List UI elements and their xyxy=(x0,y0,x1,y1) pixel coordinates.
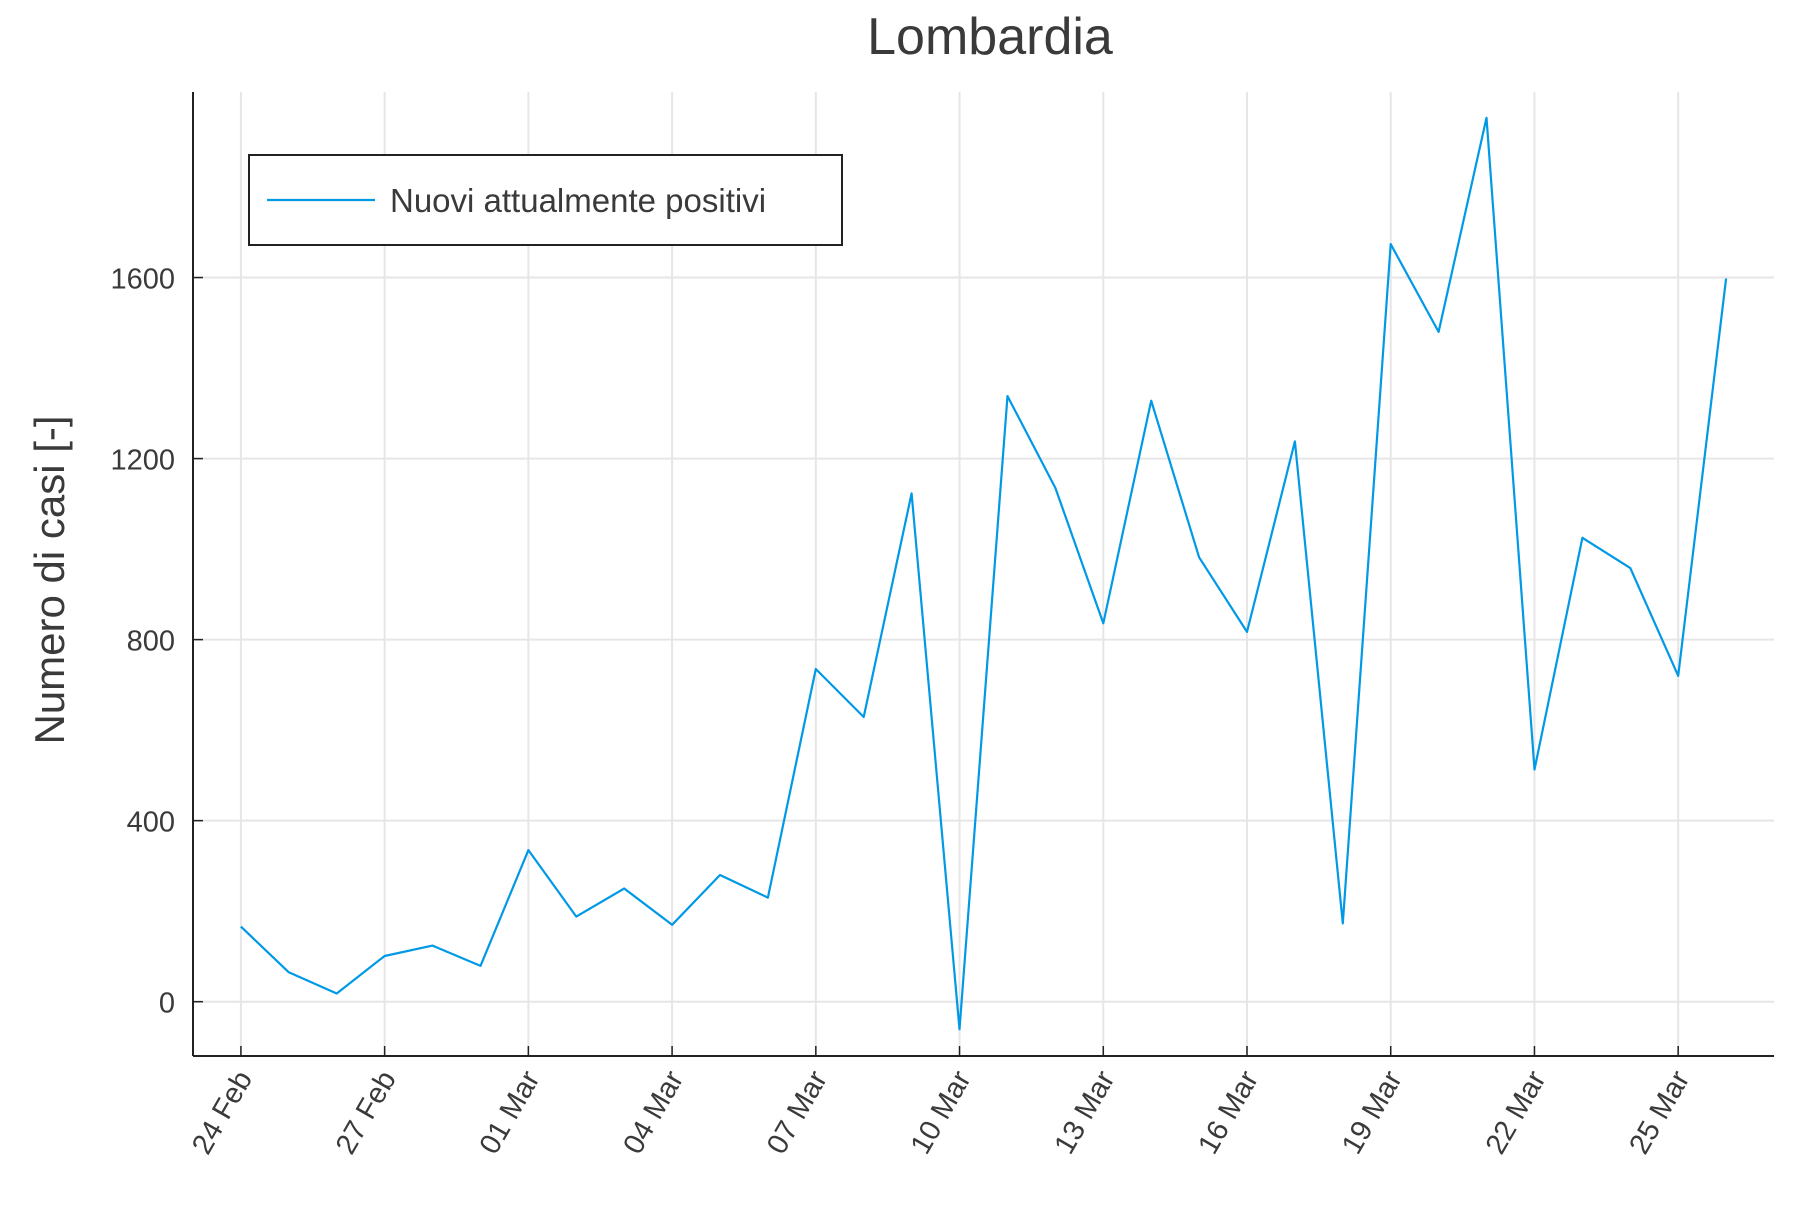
x-tick-label: 24 Feb xyxy=(186,1066,259,1160)
x-tick-label: 10 Mar xyxy=(905,1065,978,1159)
y-tick-label: 0 xyxy=(159,988,175,1020)
legend-label: Nuovi attualmente positivi xyxy=(390,182,766,219)
y-tick-label: 400 xyxy=(127,807,175,839)
y-tick-label: 1600 xyxy=(110,264,175,296)
x-tick-label: 07 Mar xyxy=(761,1065,834,1159)
chart-title: Lombardia xyxy=(867,8,1113,66)
grid-layer xyxy=(193,92,1774,1056)
series-line xyxy=(240,116,1728,1031)
x-tick-label: 04 Mar xyxy=(617,1065,690,1159)
series-layer xyxy=(240,116,1728,1031)
y-axis-label: Numero di casi [-] xyxy=(26,415,73,744)
x-tick-label: 16 Mar xyxy=(1192,1065,1265,1159)
x-tick-label: 13 Mar xyxy=(1048,1065,1121,1159)
y-tick-label: 800 xyxy=(127,626,175,658)
x-tick-label: 01 Mar xyxy=(474,1065,547,1159)
x-tick-label: 27 Feb xyxy=(330,1066,403,1160)
x-tick-label: 22 Mar xyxy=(1480,1065,1553,1159)
x-tick-label: 25 Mar xyxy=(1623,1065,1696,1159)
x-tick-label: 19 Mar xyxy=(1336,1065,1409,1159)
y-tick-label: 1200 xyxy=(110,445,175,477)
legend: Nuovi attualmente positivi xyxy=(248,154,843,246)
